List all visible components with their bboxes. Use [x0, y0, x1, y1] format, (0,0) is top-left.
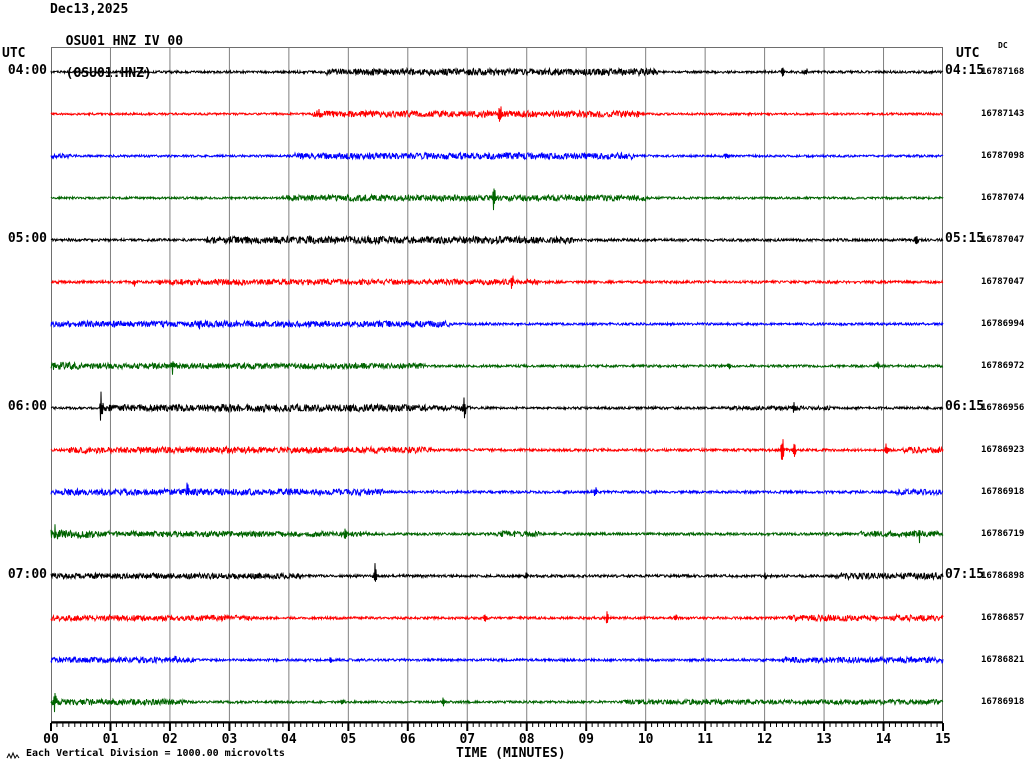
seismogram-trace-row-10 [50, 439, 944, 460]
seismogram-trace-row-7 [50, 319, 944, 330]
hour-label-left-07:00: 07:00 [7, 567, 47, 582]
dc-value-row-13: 16786898 [981, 571, 1024, 581]
x-tick-01: 01 [102, 732, 119, 747]
utc-label-left: UTC [2, 46, 26, 61]
header-scnl: (OSU01.HNZ) [65, 66, 152, 81]
time-axis-label: TIME (MINUTES) [456, 746, 566, 761]
seismogram-trace-row-16 [50, 692, 944, 713]
seismogram-trace-row-15 [50, 655, 944, 665]
hour-label-left-04:00: 04:00 [7, 63, 47, 78]
seismogram-trace-row-13 [50, 563, 944, 582]
dc-value-row-3: 16787098 [981, 151, 1024, 161]
dc-value-row-15: 16786821 [981, 655, 1024, 665]
x-tick-11: 11 [697, 732, 713, 747]
dc-value-row-16: 16786918 [981, 697, 1024, 707]
seismogram-trace-row-8 [50, 360, 944, 375]
hour-label-right-06:15: 06:15 [945, 399, 985, 414]
hour-label-right-07:15: 07:15 [945, 567, 985, 582]
dc-value-row-7: 16786994 [981, 319, 1024, 329]
seismogram-trace-row-2 [50, 106, 943, 122]
x-tick-08: 08 [518, 732, 535, 747]
x-tick-10: 10 [637, 732, 654, 747]
x-tick-07: 07 [459, 732, 476, 747]
seismogram-trace-row-12 [50, 524, 944, 544]
seismogram-trace-row-11 [50, 482, 944, 497]
seismogram-trace-row-3 [50, 151, 944, 161]
seismogram-trace-row-5 [50, 234, 944, 246]
x-tick-13: 13 [816, 732, 832, 747]
dc-value-row-14: 16786857 [981, 613, 1024, 623]
plot-header: Dec13,2025 OSU01 HNZ IV 00 (OSU01.HNZ) [50, 2, 183, 82]
hour-label-left-05:00: 05:00 [7, 231, 47, 246]
seismogram-trace-row-6 [50, 275, 944, 289]
x-tick-03: 03 [221, 732, 238, 747]
x-tick-15: 15 [935, 732, 951, 747]
vertical-scale-note: Each Vertical Division = 1000.00 microvo… [26, 748, 285, 759]
dc-value-row-11: 16786918 [981, 487, 1024, 497]
mini-waveform-glyph [6, 751, 20, 760]
seismogram-trace-row-9 [50, 391, 944, 421]
hour-label-right-04:15: 04:15 [945, 63, 985, 78]
dc-value-row-12: 16786719 [981, 529, 1024, 539]
x-tick-12: 12 [756, 732, 773, 747]
dc-value-row-2: 16787143 [981, 109, 1024, 119]
hour-label-left-06:00: 06:00 [7, 399, 47, 414]
x-tick-00: 00 [43, 732, 59, 747]
dc-value-row-1: 16787168 [981, 67, 1024, 77]
dc-column-header: DC [998, 41, 1008, 50]
seismogram-trace-row-4 [50, 188, 944, 211]
x-tick-06: 06 [399, 732, 416, 747]
seismogram-trace-row-1 [50, 66, 944, 78]
utc-label-right: UTC [956, 46, 980, 61]
hour-label-right-05:15: 05:15 [945, 231, 985, 246]
header-station: OSU01 HNZ IV 00 [65, 34, 184, 49]
x-tick-09: 09 [578, 732, 595, 747]
dc-value-row-6: 16787047 [981, 277, 1024, 287]
dc-value-row-8: 16786972 [981, 361, 1024, 371]
x-tick-05: 05 [340, 732, 357, 747]
x-tick-02: 02 [162, 732, 178, 747]
dc-value-row-4: 16787074 [981, 193, 1024, 203]
dc-value-row-5: 16787047 [981, 235, 1024, 245]
header-date: Dec13,2025 [50, 2, 129, 17]
seismogram-trace-row-14 [50, 611, 944, 624]
dc-value-row-10: 16786923 [981, 445, 1024, 455]
dc-value-row-9: 16786956 [981, 403, 1024, 413]
x-tick-04: 04 [281, 732, 297, 747]
x-tick-14: 14 [875, 732, 892, 747]
